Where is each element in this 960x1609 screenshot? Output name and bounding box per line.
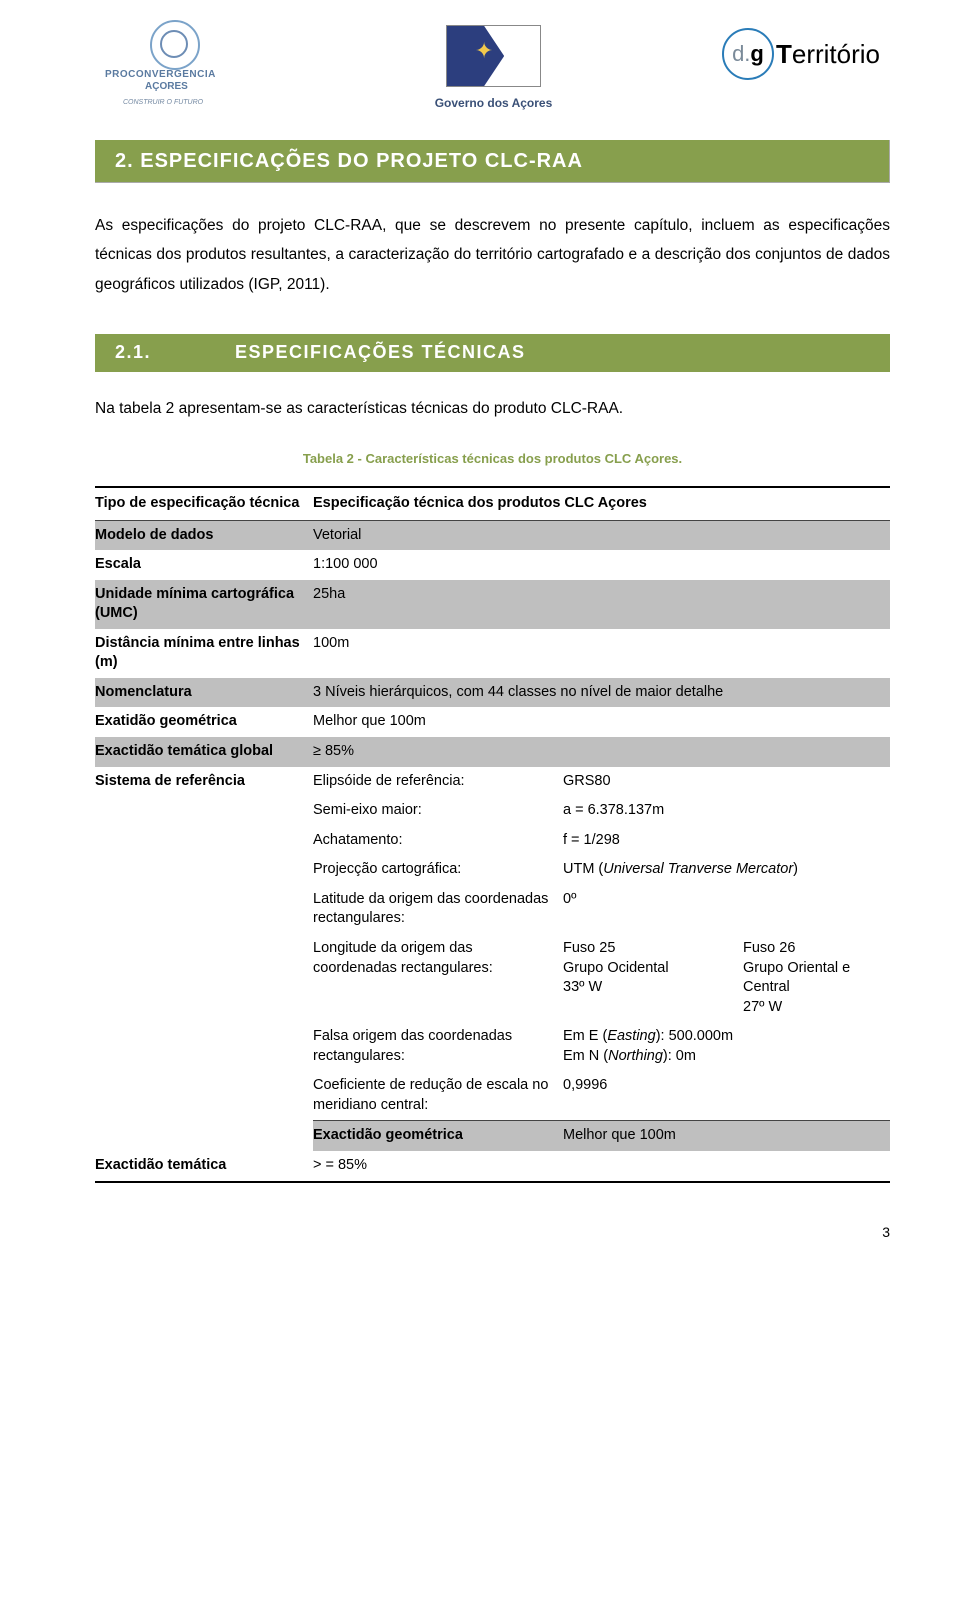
section-number: 2. (115, 150, 134, 172)
logo-left-tagline: CONSTRUIR O FUTURO (123, 98, 203, 108)
page-number: 3 (95, 1223, 890, 1243)
row-exat-value: Melhor que 100m (313, 707, 890, 737)
logo-dgterritorio: d.g Território (722, 28, 880, 80)
row-nomen-value: 3 Níveis hierárquicos, com 44 classes no… (313, 678, 890, 708)
row-falsa-value: Em E (Easting): 500.000m Em N (Northing)… (563, 1022, 890, 1071)
table-header-right: Especificação técnica dos produtos CLC A… (313, 487, 890, 520)
row-exact-tem-value: ≥ 85% (313, 737, 890, 767)
row-escala-label: Escala (95, 550, 313, 580)
row-elip-value: GRS80 (563, 767, 890, 797)
row-long-col2: Fuso 26 Grupo Oriental e Central 27º W (743, 934, 890, 1022)
row-semi-value: a = 6.378.137m (563, 796, 890, 826)
row-sistref-label: Sistema de referência (95, 767, 313, 1151)
table-header-left: Tipo de especificação técnica (95, 487, 313, 520)
subsection-heading: 2.1. ESPECIFICAÇÕES TÉCNICAS (95, 334, 890, 371)
section-heading: 2. ESPECIFICAÇÕES DO PROJETO CLC-RAA (95, 140, 890, 183)
spec-table: Tipo de especificação técnica Especifica… (95, 486, 890, 1183)
dg-circle-icon: d.g (722, 28, 774, 80)
subsection-title: ESPECIFICAÇÕES TÉCNICAS (235, 340, 526, 365)
header: PROCONVERGENCIA AÇORES CONSTRUIR O FUTUR… (95, 20, 890, 115)
flag-icon: ✦ (446, 25, 541, 87)
row-long-col1: Fuso 25 Grupo Ocidental 33º W (563, 934, 743, 1022)
paragraph-2: Na tabela 2 apresentam-se as característ… (95, 397, 890, 420)
row-dist-label: Distância mínima entre linhas (m) (95, 629, 313, 678)
row-umc-label: Unidade mínima cartográfica (UMC) (95, 580, 313, 629)
logo-proconvergencia: PROCONVERGENCIA AÇORES CONSTRUIR O FUTUR… (105, 20, 265, 115)
row-falsa-label: Falsa origem das coordenadas rectangular… (313, 1022, 563, 1071)
row-exat-label: Exatidão geométrica (95, 707, 313, 737)
subsection-number: 2.1. (115, 340, 235, 365)
row-semi-label: Semi-eixo maior: (313, 796, 563, 826)
table-caption: Tabela 2 - Características técnicas dos … (95, 450, 890, 468)
row-nomen-label: Nomenclatura (95, 678, 313, 708)
gov-text: Governo dos Açores (435, 95, 553, 112)
row-exgeom-label: Exactidão geométrica (313, 1121, 563, 1151)
row-dist-value: 100m (313, 629, 890, 678)
row-extem-label: Exactidão temática (95, 1151, 313, 1182)
row-proj-label: Projecção cartográfica: (313, 855, 563, 885)
row-lat-label: Latitude da origem das coordenadas recta… (313, 885, 563, 934)
row-lat-value: 0º (563, 885, 890, 934)
dg-text: Território (776, 36, 880, 72)
row-proj-value: UTM (Universal Tranverse Mercator) (563, 855, 890, 885)
row-modelo-label: Modelo de dados (95, 520, 313, 550)
row-coef-value: 0,9996 (563, 1071, 890, 1121)
row-umc-value: 25ha (313, 580, 890, 629)
row-achat-value: f = 1/298 (563, 826, 890, 856)
row-modelo-value: Vetorial (313, 520, 890, 550)
row-long-label: Longitude da origem das coordenadas rect… (313, 934, 563, 1022)
logo-governo-acores: ✦ Governo dos Açores (435, 25, 553, 112)
section-title: ESPECIFICAÇÕES DO PROJETO CLC-RAA (140, 150, 583, 172)
row-exact-tem-label: Exactidão temática global (95, 737, 313, 767)
row-exgeom-value: Melhor que 100m (563, 1121, 890, 1151)
row-elip-label: Elipsóide de referência: (313, 767, 563, 797)
paragraph-1: As especificações do projeto CLC-RAA, qu… (95, 211, 890, 299)
row-achat-label: Achatamento: (313, 826, 563, 856)
row-coef-label: Coeficiente de redução de escala no meri… (313, 1071, 563, 1121)
row-extem-value: > = 85% (313, 1151, 890, 1182)
row-escala-value: 1:100 000 (313, 550, 890, 580)
logo-left-line2: AÇORES (145, 80, 188, 94)
